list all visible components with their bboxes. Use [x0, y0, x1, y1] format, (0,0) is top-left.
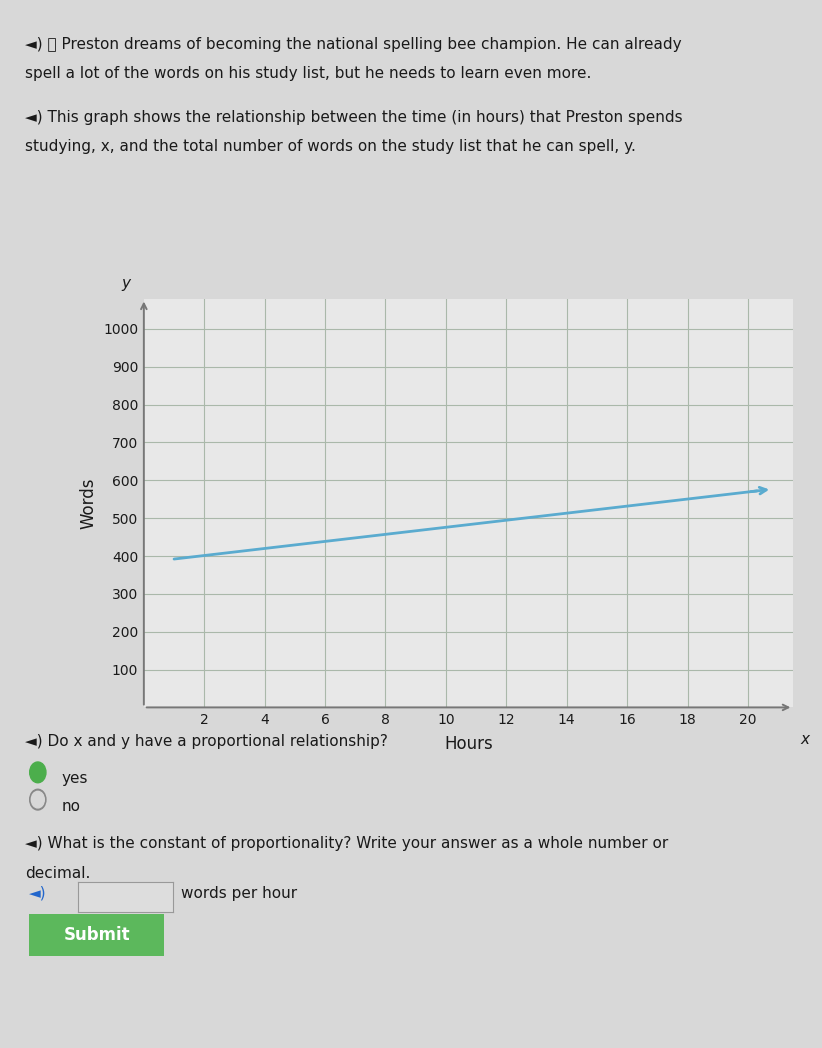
Text: Submit: Submit — [63, 925, 130, 944]
Text: ◄) Do x and y have a proportional relationship?: ◄) Do x and y have a proportional relati… — [25, 734, 387, 748]
Text: ◄): ◄) — [29, 886, 46, 900]
Text: yes: yes — [62, 771, 88, 786]
Circle shape — [30, 762, 46, 783]
Text: y: y — [121, 276, 130, 291]
Y-axis label: Words: Words — [80, 477, 98, 529]
Text: ◄) 🔊 Preston dreams of becoming the national spelling bee champion. He can alrea: ◄) 🔊 Preston dreams of becoming the nati… — [25, 37, 681, 51]
Text: no: no — [62, 799, 81, 813]
X-axis label: Hours: Hours — [444, 736, 493, 754]
Text: ◄) What is the constant of proportionality? Write your answer as a whole number : ◄) What is the constant of proportionali… — [25, 836, 668, 851]
Circle shape — [30, 789, 46, 810]
Text: ◄) This graph shows the relationship between the time (in hours) that Preston sp: ◄) This graph shows the relationship bet… — [25, 110, 682, 125]
Circle shape — [31, 791, 44, 808]
Text: words per hour: words per hour — [181, 886, 297, 900]
Text: spell a lot of the words on his study list, but he needs to learn even more.: spell a lot of the words on his study li… — [25, 66, 591, 81]
Text: x: x — [801, 732, 810, 747]
Text: decimal.: decimal. — [25, 866, 90, 880]
Text: studying, x, and the total number of words on the study list that he can spell, : studying, x, and the total number of wor… — [25, 139, 635, 154]
